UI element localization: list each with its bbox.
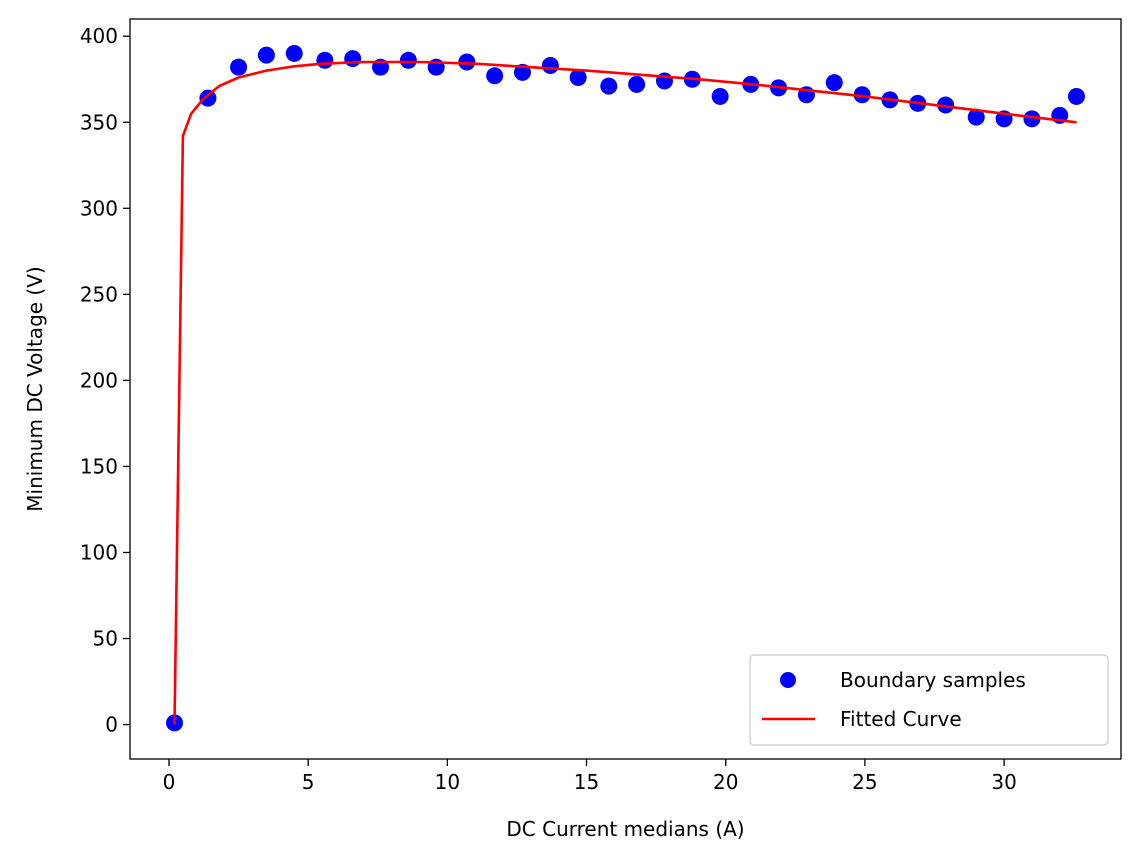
data-point [569, 69, 587, 87]
data-point [600, 77, 618, 95]
legend-label-fitted-curve: Fitted Curve [840, 707, 962, 731]
data-point [230, 58, 248, 76]
legend-label-boundary-samples: Boundary samples [840, 668, 1026, 692]
data-point [541, 56, 559, 74]
plot-frame [129, 18, 1122, 760]
data-point [257, 46, 275, 64]
y-tick-label: 150 [80, 454, 118, 478]
x-tick-label: 15 [574, 770, 599, 794]
x-tick-label: 20 [713, 770, 738, 794]
data-point [937, 96, 955, 114]
legend-marker-boundary-samples [780, 672, 796, 688]
y-tick-label: 50 [93, 627, 118, 651]
data-point [199, 89, 217, 107]
x-axis-label: DC Current medians (A) [506, 817, 744, 841]
data-point [486, 67, 504, 85]
legend-frame [749, 654, 1109, 746]
legend: Boundary samples Fitted Curve [749, 654, 1109, 746]
plot-layer [166, 44, 1085, 732]
fitted-curve-line [173, 60, 1077, 725]
y-tick-label: 400 [80, 24, 118, 48]
data-point [344, 50, 362, 68]
y-tick-label: 250 [80, 282, 118, 306]
data-point [825, 74, 843, 92]
data-point [711, 87, 729, 105]
y-axis-label: Minimum DC Voltage (V) [23, 266, 47, 511]
data-point [316, 51, 334, 69]
x-tick-label: 30 [991, 770, 1016, 794]
y-tick-label: 300 [80, 196, 118, 220]
y-tick-label: 100 [80, 540, 118, 564]
data-point [1023, 110, 1041, 128]
y-tick-label: 0 [105, 713, 118, 737]
x-tick-label: 25 [852, 770, 877, 794]
data-point [967, 108, 985, 126]
y-tick-label: 350 [80, 110, 118, 134]
y-axis: 0 50 100 150 200 250 300 350 400 [80, 24, 130, 737]
data-point [458, 53, 476, 71]
x-tick-label: 10 [435, 770, 460, 794]
y-tick-label: 200 [80, 368, 118, 392]
data-point [853, 86, 871, 104]
x-tick-label: 0 [163, 770, 176, 794]
data-point [285, 44, 303, 62]
data-point [628, 75, 646, 93]
data-point [1067, 87, 1085, 105]
data-point [399, 51, 417, 69]
x-tick-label: 5 [302, 770, 315, 794]
x-axis: 0 5 10 15 20 25 30 [163, 759, 1017, 794]
